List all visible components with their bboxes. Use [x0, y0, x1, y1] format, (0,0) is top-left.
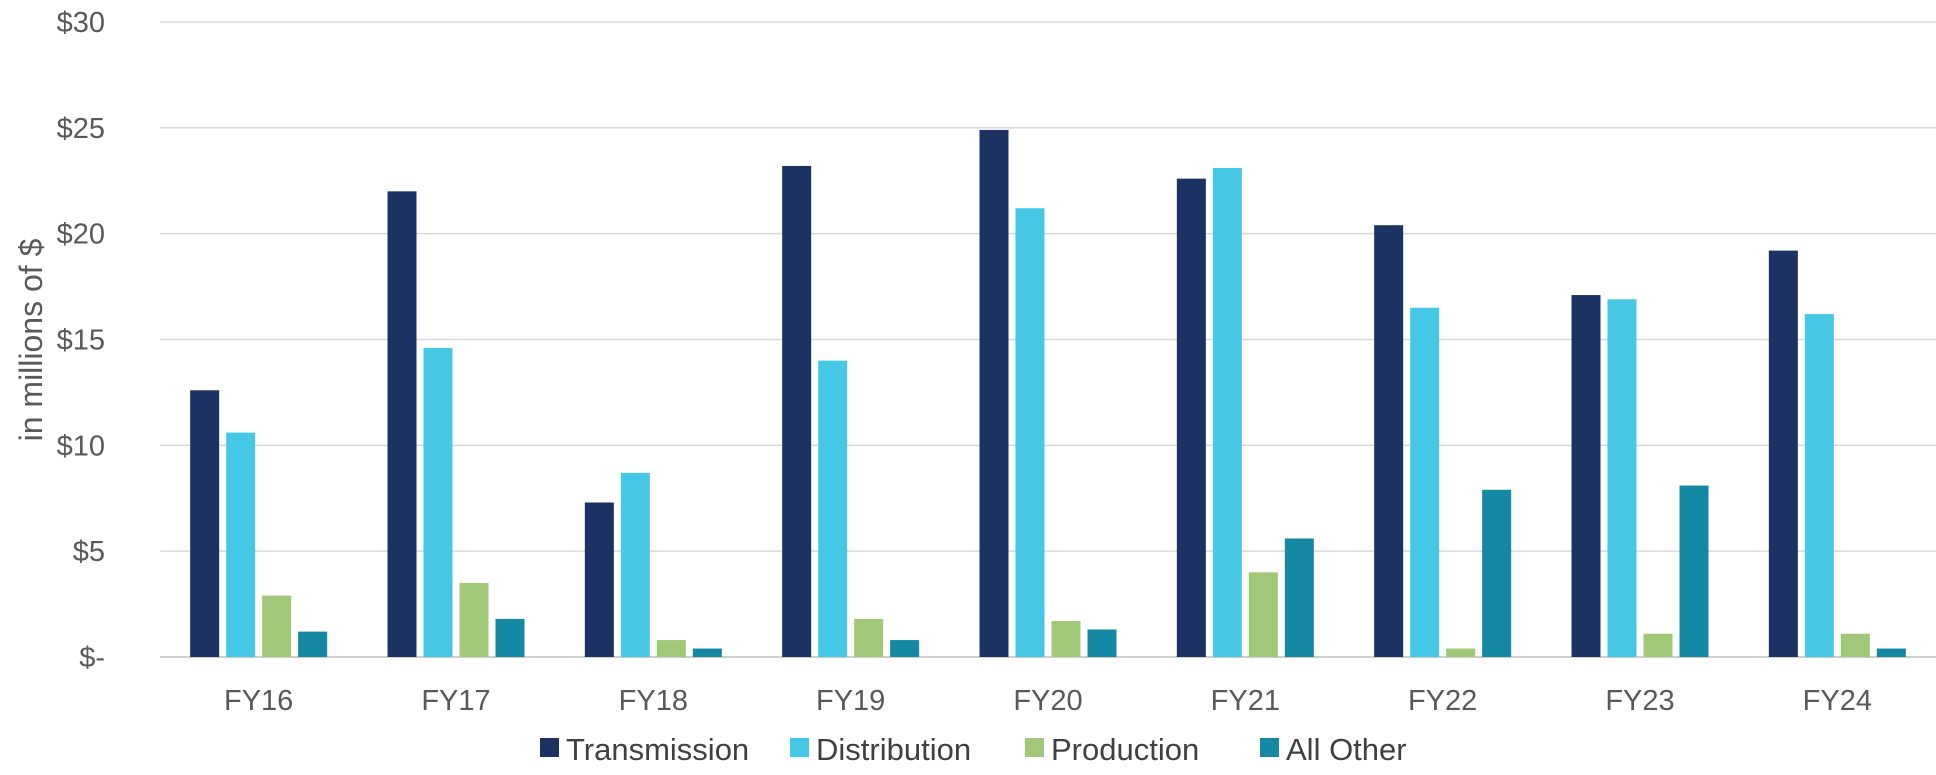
y-tick-label: $5 [73, 536, 105, 568]
x-tick-label: FY22 [1408, 685, 1477, 717]
bar-distribution [1015, 208, 1045, 657]
bar-distribution [1212, 168, 1242, 658]
y-tick-label: $20 [57, 219, 105, 251]
bar-production [854, 618, 884, 657]
bar-all-other [1876, 648, 1906, 657]
x-tick-label: FY19 [816, 685, 885, 717]
x-tick-label: FY21 [1211, 685, 1280, 717]
y-axis-ticks: $- $5 $10 $15 $20 $25 $30 [57, 7, 105, 674]
y-tick-label: $- [79, 642, 105, 674]
bar-transmission [584, 502, 614, 657]
legend-swatch [790, 738, 809, 757]
bar-distribution [818, 360, 848, 657]
bar-all-other [1284, 538, 1314, 657]
bar-transmission [1571, 295, 1601, 657]
legend-swatch [540, 738, 559, 757]
legend-label: Distribution [816, 732, 971, 767]
y-tick-label: $10 [57, 430, 105, 462]
bar-all-other [1679, 485, 1709, 657]
bar-transmission [1176, 178, 1206, 657]
bar-distribution [226, 432, 256, 657]
bar-distribution [620, 472, 650, 657]
bar-production [459, 582, 489, 657]
bar-transmission [782, 165, 812, 657]
y-axis-label: in millions of $ [13, 238, 49, 441]
bar-production [1446, 648, 1476, 657]
x-tick-label: FY17 [421, 685, 490, 717]
bar-distribution [1804, 314, 1834, 657]
x-axis-ticks: FY16 FY17 FY18 FY19 FY20 FY21 FY22 FY23 FY24 [224, 685, 1872, 717]
bar-distribution [1410, 307, 1440, 657]
legend-label: Production [1051, 732, 1199, 767]
bar-transmission [1768, 250, 1798, 657]
bar-production [1248, 572, 1278, 657]
legend-swatch [1260, 738, 1279, 757]
x-tick-label: FY23 [1605, 685, 1674, 717]
gridlines [160, 21, 1936, 658]
y-tick-label: $15 [57, 325, 105, 357]
bar-production [262, 595, 292, 657]
x-tick-label: FY24 [1803, 685, 1872, 717]
bar-transmission [1374, 225, 1404, 657]
bar-all-other [298, 631, 328, 657]
bar-distribution [1607, 299, 1637, 657]
bar-production [1051, 621, 1081, 657]
x-tick-label: FY20 [1013, 685, 1082, 717]
x-tick-label: FY16 [224, 685, 293, 717]
x-tick-label: FY18 [619, 685, 688, 717]
bar-transmission [387, 191, 417, 658]
bar-production [1840, 633, 1870, 657]
bar-all-other [495, 618, 525, 657]
y-tick-label: $30 [57, 7, 105, 39]
bar-all-other [692, 648, 722, 657]
bar-all-other [1482, 489, 1512, 657]
bar-transmission [979, 129, 1009, 657]
bar-all-other [1087, 629, 1117, 657]
bar-transmission [190, 390, 220, 657]
legend: Transmission Distribution Production All Ot… [540, 732, 1407, 767]
legend-label: All Other [1286, 732, 1407, 767]
bars [190, 129, 1906, 658]
bar-distribution [423, 347, 453, 657]
bar-all-other [890, 640, 920, 657]
bar-production [1643, 633, 1673, 657]
bar-production [656, 640, 686, 657]
y-tick-label: $25 [57, 113, 105, 145]
legend-label: Transmission [566, 732, 749, 767]
legend-swatch [1025, 738, 1044, 757]
